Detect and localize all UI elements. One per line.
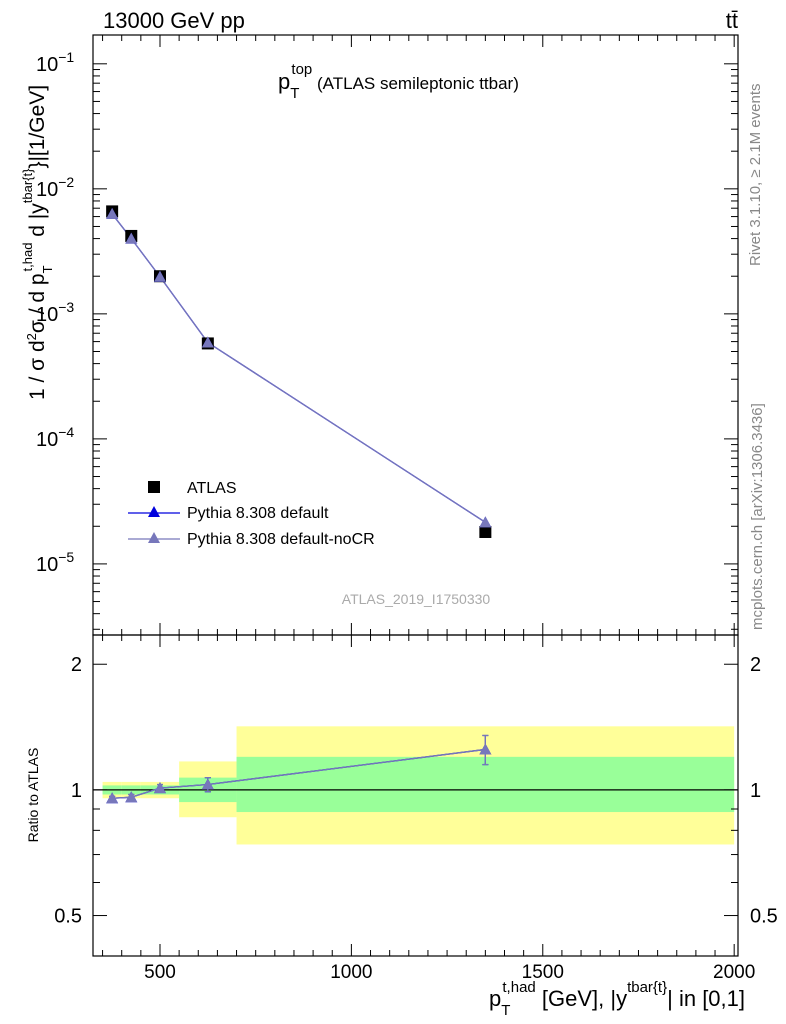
data-point-atlas (479, 525, 492, 538)
ratio-data-point (125, 791, 138, 803)
main-y-tick-label: 10−3 (36, 299, 74, 326)
legend: ATLAS Pythia 8.308 default Pythia 8.308 … (128, 480, 375, 548)
ratio-y-tick-label-right: 0.5 (750, 906, 778, 928)
ratio-y-tick-label-right: 1 (750, 780, 761, 802)
ratio-data-point (201, 778, 214, 790)
x-tick-label: 1000 (330, 962, 372, 983)
legend-label-default: Pythia 8.308 default (187, 505, 329, 522)
ratio-band-inner (236, 756, 735, 813)
legend-marker-default (148, 506, 160, 517)
ratio-panel: 500 1000 1500 2000 0.5 0.5 1 1 2 2 Ratio to ATLAS… (25, 634, 778, 1019)
legend-marker-nocr (148, 532, 160, 543)
main-y-axis-label: 1 / σ d2σ / d pTt,had d |ytbar{t}}|[1/Ge… (20, 85, 55, 400)
main-y-tick-label: 10−1 (36, 49, 74, 76)
ratio-y-tick-label-left: 2 (71, 654, 82, 676)
ratio-y-tick-label-left: 1 (71, 780, 82, 802)
main-series-markers (106, 205, 492, 538)
header-left-label: 13000 GeV pp (103, 8, 245, 33)
main-y-tick-label: 10−4 (36, 424, 74, 451)
legend-label-nocr: Pythia 8.308 default-noCR (187, 531, 375, 548)
data-point-mc (479, 516, 492, 528)
ratio-series (106, 734, 492, 804)
data-point-mc (153, 270, 166, 282)
main-y-tick-label: 10−2 (36, 174, 74, 201)
mcplots-label: mcplots.cern.ch [arXiv:1306.3436] (749, 403, 766, 630)
x-tick-label: 500 (144, 962, 176, 983)
series-line (111, 213, 486, 523)
main-y-tick-label: 10−5 (36, 549, 74, 576)
x-tick-label: 1500 (522, 962, 564, 983)
main-panel: 10−1 10−2 10−3 10−4 10−5 pTtop (ATLAS semile… (20, 34, 739, 636)
header-right-label: tt̄ (726, 8, 738, 33)
main-axis-ticks: 10−1 10−2 10−3 10−4 10−5 (36, 35, 738, 635)
legend-marker-atlas (148, 481, 160, 493)
ratio-data-point (106, 792, 119, 804)
main-series-lines (111, 213, 486, 523)
series-line (111, 213, 486, 523)
ratio-y-axis-label: Ratio to ATLAS (25, 748, 41, 843)
ratio-y-tick-label-right: 2 (750, 654, 761, 676)
data-point-mc (201, 336, 214, 348)
main-title: pTtop (ATLAS semileptonic ttbar) (278, 61, 519, 102)
x-axis-label: pTt,had [GeV], |ytbar{t}| in [0,1] (489, 979, 745, 1019)
legend-label-atlas: ATLAS (187, 480, 237, 497)
data-point-mc (125, 232, 138, 244)
x-tick-label: 2000 (713, 962, 755, 983)
ratio-frame (92, 634, 739, 957)
ratio-data-point (153, 782, 166, 794)
ratio-data-point (479, 743, 492, 755)
ratio-axis-ticks: 500 1000 1500 2000 0.5 0.5 1 1 2 2 (54, 635, 778, 983)
analysis-id: ATLAS_2019_I1750330 (342, 591, 491, 607)
rivet-label: Rivet 3.1.10, ≥ 2.1M events (747, 84, 764, 267)
data-point-mc (106, 207, 119, 219)
ratio-y-tick-label-left: 0.5 (54, 906, 82, 928)
